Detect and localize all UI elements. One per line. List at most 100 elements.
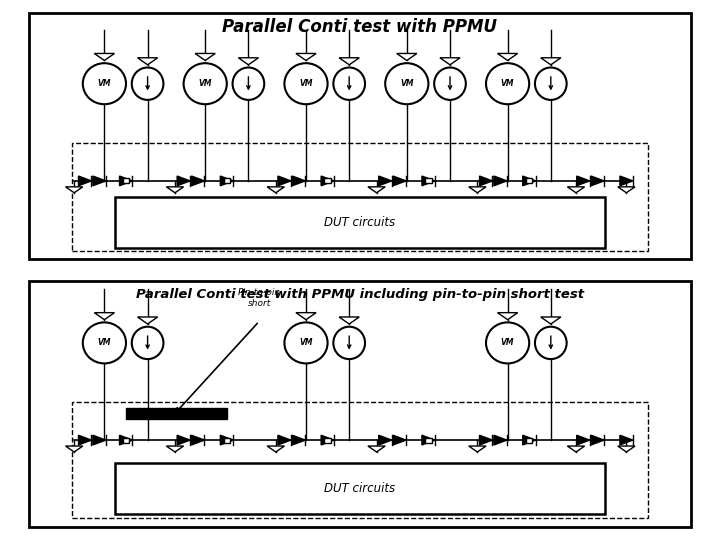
Ellipse shape — [535, 327, 567, 359]
Polygon shape — [177, 435, 190, 445]
Ellipse shape — [184, 63, 227, 104]
Polygon shape — [267, 446, 284, 452]
Ellipse shape — [434, 68, 466, 100]
Polygon shape — [591, 435, 604, 445]
Bar — [72, 402, 648, 518]
Text: VM: VM — [300, 339, 312, 347]
Polygon shape — [379, 176, 392, 186]
Polygon shape — [195, 53, 215, 60]
Polygon shape — [292, 435, 305, 445]
Polygon shape — [166, 187, 184, 193]
Bar — [223, 437, 230, 443]
Polygon shape — [321, 435, 334, 445]
Polygon shape — [480, 176, 492, 186]
Polygon shape — [278, 435, 291, 445]
Text: VM: VM — [98, 339, 111, 347]
Ellipse shape — [486, 63, 529, 104]
Polygon shape — [94, 53, 114, 60]
Polygon shape — [422, 435, 435, 445]
Text: VM: VM — [98, 79, 111, 88]
Ellipse shape — [333, 68, 365, 100]
Polygon shape — [379, 435, 392, 445]
Ellipse shape — [83, 63, 126, 104]
Polygon shape — [618, 187, 635, 193]
Polygon shape — [368, 187, 385, 193]
Bar — [72, 143, 648, 251]
Polygon shape — [292, 176, 305, 186]
Polygon shape — [138, 58, 158, 65]
Polygon shape — [296, 53, 316, 60]
Ellipse shape — [83, 322, 126, 363]
Ellipse shape — [132, 68, 163, 100]
Text: Parallel Conti test with PPMU including pin-to-pin short test: Parallel Conti test with PPMU including … — [136, 288, 584, 301]
Polygon shape — [523, 435, 536, 445]
Ellipse shape — [284, 63, 328, 104]
Polygon shape — [78, 176, 91, 186]
Polygon shape — [498, 313, 518, 320]
Polygon shape — [138, 317, 158, 324]
Polygon shape — [469, 187, 486, 193]
Ellipse shape — [535, 68, 567, 100]
Polygon shape — [577, 435, 590, 445]
Polygon shape — [220, 435, 233, 445]
Text: Parallel Conti test with PPMU: Parallel Conti test with PPMU — [222, 18, 498, 36]
Polygon shape — [120, 435, 132, 445]
Bar — [115, 197, 605, 248]
Text: VM: VM — [400, 79, 413, 88]
Polygon shape — [220, 176, 233, 186]
Polygon shape — [166, 446, 184, 452]
Bar — [526, 178, 533, 183]
Polygon shape — [577, 176, 590, 186]
Bar — [29, 281, 691, 526]
Polygon shape — [192, 435, 204, 445]
Ellipse shape — [132, 327, 163, 359]
Text: DUT circuits: DUT circuits — [325, 482, 395, 495]
Polygon shape — [494, 435, 507, 445]
Polygon shape — [567, 187, 585, 193]
Polygon shape — [393, 176, 406, 186]
Text: DUT circuits: DUT circuits — [325, 216, 395, 229]
Polygon shape — [494, 176, 507, 186]
Polygon shape — [66, 446, 83, 452]
Ellipse shape — [333, 327, 365, 359]
Bar — [223, 178, 230, 183]
Polygon shape — [296, 313, 316, 320]
Polygon shape — [66, 187, 83, 193]
Polygon shape — [567, 446, 585, 452]
Bar — [122, 178, 130, 183]
Polygon shape — [618, 446, 635, 452]
Bar — [526, 437, 533, 443]
Text: Pin-to-pin
short: Pin-to-pin short — [238, 288, 281, 308]
Ellipse shape — [284, 322, 328, 363]
Polygon shape — [177, 176, 190, 186]
Polygon shape — [278, 176, 291, 186]
Polygon shape — [267, 187, 284, 193]
Text: VM: VM — [300, 79, 312, 88]
Polygon shape — [440, 58, 460, 65]
Polygon shape — [238, 58, 258, 65]
Polygon shape — [591, 176, 604, 186]
Ellipse shape — [233, 68, 264, 100]
Polygon shape — [93, 176, 106, 186]
Polygon shape — [339, 317, 359, 324]
Polygon shape — [541, 317, 561, 324]
Bar — [29, 14, 691, 259]
Text: VM: VM — [501, 79, 514, 88]
Polygon shape — [393, 435, 406, 445]
Polygon shape — [368, 446, 385, 452]
Polygon shape — [93, 435, 106, 445]
Polygon shape — [78, 435, 91, 445]
Polygon shape — [620, 176, 633, 186]
Bar — [425, 178, 432, 183]
Ellipse shape — [486, 322, 529, 363]
Bar — [324, 437, 331, 443]
Polygon shape — [523, 176, 536, 186]
Polygon shape — [397, 53, 417, 60]
Polygon shape — [422, 176, 435, 186]
Polygon shape — [480, 435, 492, 445]
Polygon shape — [498, 53, 518, 60]
Polygon shape — [620, 435, 633, 445]
Bar — [126, 408, 227, 418]
Text: VM: VM — [501, 339, 514, 347]
Bar — [115, 463, 605, 514]
